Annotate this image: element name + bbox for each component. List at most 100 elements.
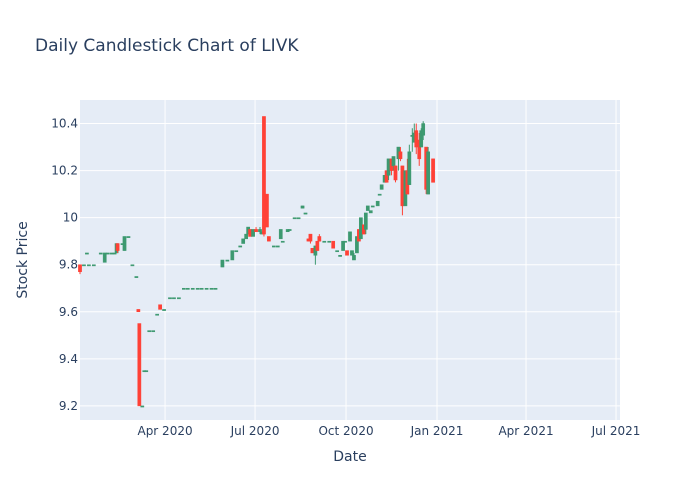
candle-body [377,193,382,196]
candle-decreasing [345,250,349,256]
candle-body [338,255,342,257]
candle-body [348,231,352,242]
x-tick-label: Jul 2020 [230,424,280,438]
candle-body [91,264,96,267]
candle-increasing [377,193,382,196]
candle-increasing [134,276,139,278]
candle-increasing [244,233,249,240]
candle-body [220,259,225,268]
y-tick-label: 10.2 [51,164,78,178]
candle-increasing [300,205,305,209]
candle-body [426,151,430,195]
candle-body [379,184,384,190]
candle-increasing [147,330,152,333]
candle-body [265,193,269,228]
candle-increasing [350,250,354,256]
candle-decreasing [254,227,258,233]
candle-body [331,240,336,249]
candle-increasing [365,205,370,211]
candle-body [391,156,396,167]
candle-body [317,236,322,242]
candle-increasing [370,205,375,208]
candle-body [105,252,110,255]
candle-body [238,245,243,248]
candle-decreasing [136,309,141,313]
x-tick-label: Apr 2020 [137,424,192,438]
candle-decreasing [431,158,435,183]
candle-decreasing [315,240,320,251]
candle-increasing [275,245,280,248]
candle-decreasing [158,304,162,310]
candle-body [251,229,255,237]
y-axis-title: Stock Price [15,221,31,298]
candle-body [355,236,359,254]
y-tick-label: 9.6 [59,305,78,319]
candle-body [199,287,204,290]
candle-body [134,276,139,278]
candle-increasing [185,287,190,290]
candle-increasing [230,250,235,261]
candle-increasing [126,236,131,238]
candle-increasing [238,245,243,248]
candle-increasing [140,405,145,408]
candle-body [322,240,327,243]
candle-body [363,212,368,230]
candle-increasing [177,297,181,300]
candle-decreasing [414,123,419,155]
candle-increasing [91,264,96,267]
candle-body [126,236,131,238]
candle-body [352,255,356,261]
y-tick-label: 10.4 [51,117,78,131]
candle-decreasing [137,323,142,407]
candle-decreasing [393,165,398,183]
candle-body [278,229,283,240]
candle-increasing [181,287,186,290]
x-tick-label: Apr 2021 [498,424,553,438]
candle-body [162,309,166,311]
candle-body [213,287,218,290]
candle-increasing [343,240,347,243]
candle-increasing [322,240,327,243]
candle-body [225,259,230,262]
candle-body [393,165,398,181]
candle-decreasing [262,116,266,237]
candle-decreasing [267,236,271,242]
candle-increasing [296,217,301,220]
x-tick-label: Jul 2021 [591,424,641,438]
plot-area [80,100,620,420]
candle-increasing [338,255,342,257]
candle-body [271,245,276,248]
candle-body [204,287,209,290]
candle-body [185,287,190,290]
candle-increasing [426,147,430,195]
candle-body [327,240,332,243]
y-tick-label: 9.2 [59,399,78,413]
candle-body [172,297,176,300]
candle-body [158,304,162,310]
candle-body [292,217,297,220]
candle-decreasing [398,147,403,162]
candle-body [181,287,186,290]
candle-increasing [368,210,373,214]
candle-body [168,297,172,300]
candle-body [417,139,422,160]
candle-body [343,240,347,243]
candle-increasing [199,287,204,290]
candle-body [140,405,145,408]
y-tick-label: 10 [63,211,78,225]
candle-increasing [112,252,117,255]
y-tick-label: 9.8 [59,258,78,272]
candle-body [147,330,152,333]
candle-increasing [195,287,200,290]
candle-increasing [234,250,239,253]
candle-decreasing [308,233,313,244]
candle-increasing [85,252,89,255]
candle-decreasing [317,234,322,242]
candle-body [287,229,292,231]
candle-increasing [241,238,246,244]
y-tick-label: 9.4 [59,352,78,366]
candle-decreasing [417,132,422,166]
candle-increasing [348,231,352,242]
candle-body [155,313,159,316]
